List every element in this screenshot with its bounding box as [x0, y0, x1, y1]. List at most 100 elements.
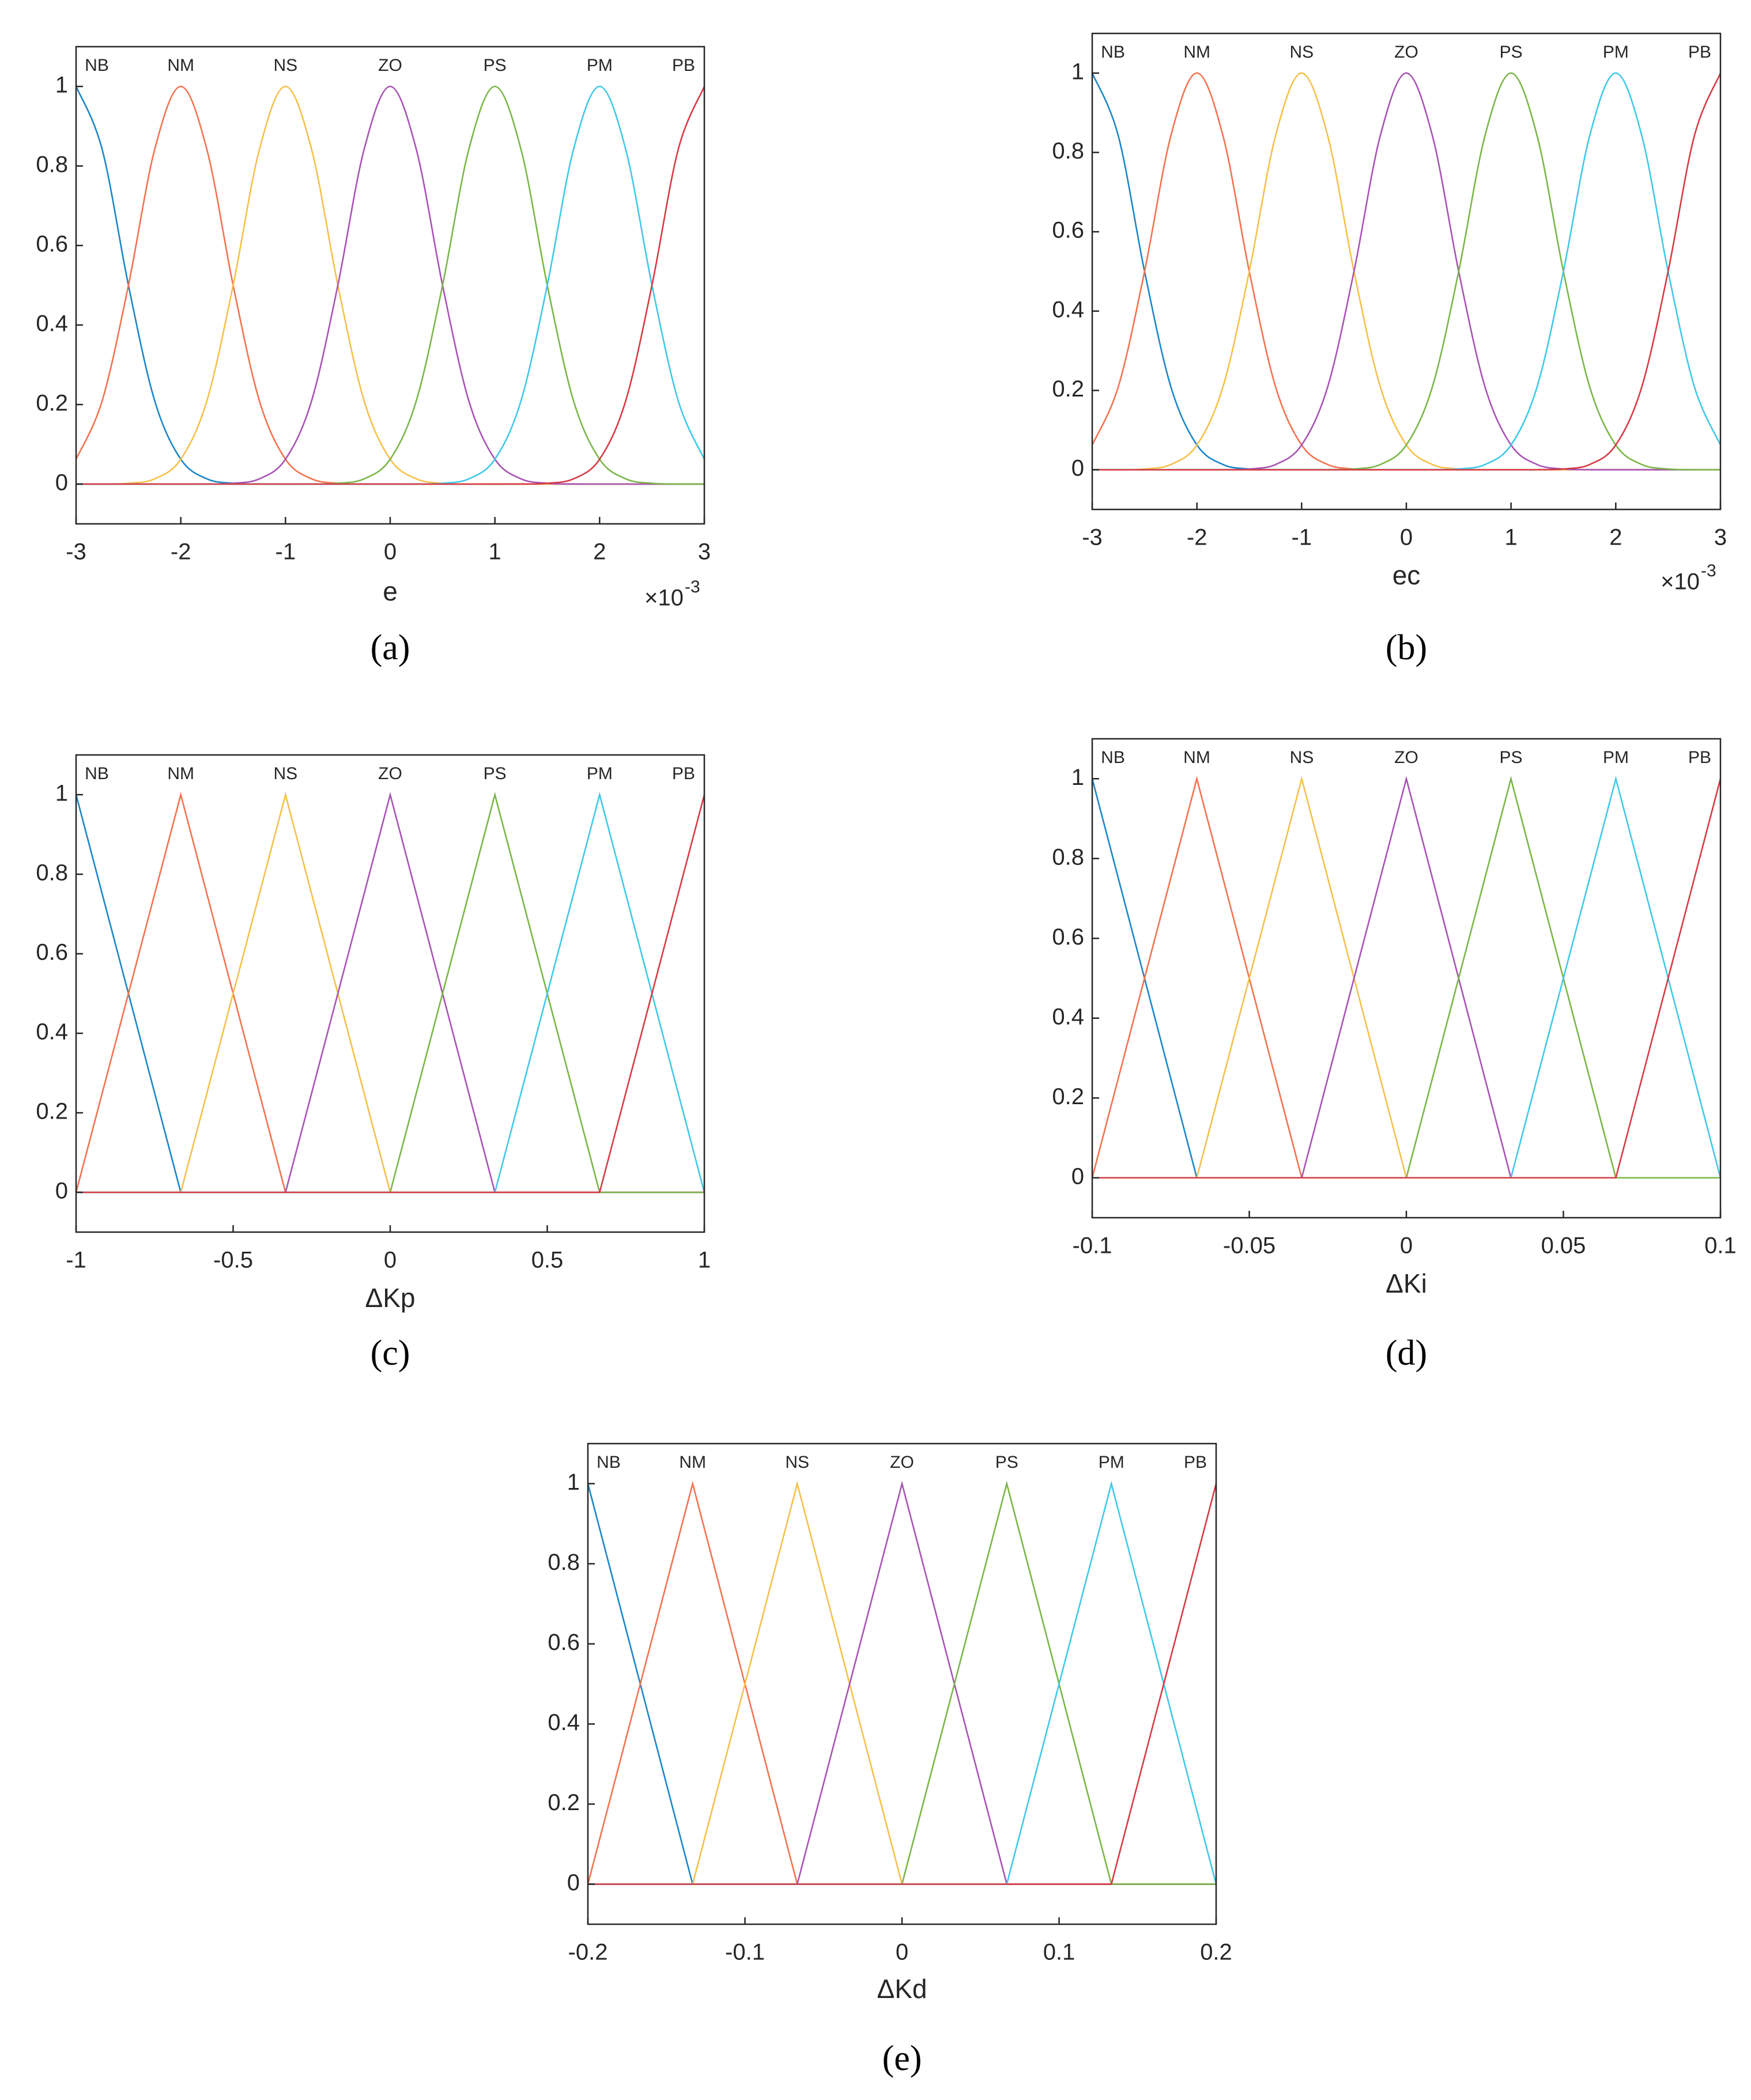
series-label: NS [1289, 43, 1314, 62]
membership-line [587, 1483, 1216, 1885]
x-tick-label: 2 [593, 539, 606, 565]
membership-line [588, 1480, 1216, 1885]
series-label: ZO [890, 1453, 914, 1472]
membership-line [588, 1480, 1216, 1885]
series-label: NM [1183, 43, 1210, 62]
x-tick-label: -0.1 [725, 1940, 765, 1965]
panel-label: (c) [371, 1334, 410, 1373]
membership-line [75, 86, 704, 485]
series-label: NB [597, 1453, 621, 1472]
membership-line [1092, 73, 1722, 471]
membership-line [76, 794, 705, 1193]
series-label: PS [484, 56, 507, 75]
series-label: NS [274, 764, 298, 783]
x-axis-label: e [383, 576, 398, 606]
y-tick-label: 0.4 [548, 1710, 580, 1735]
membership-line [1092, 72, 1721, 471]
x-tick-label: 3 [1714, 525, 1727, 550]
x-tick-label: -0.5 [213, 1248, 253, 1273]
series-label: NM [679, 1453, 706, 1472]
x-tick-label: 3 [698, 539, 711, 565]
membership-line [76, 791, 705, 1193]
series-label: PM [1099, 1453, 1124, 1472]
y-tick-label: 0.4 [36, 311, 68, 337]
y-tick-label: 1 [567, 1470, 580, 1495]
x-tick-label: 0.5 [531, 1248, 564, 1273]
membership-line [76, 85, 705, 485]
x-tick-label: 0.05 [1541, 1233, 1586, 1259]
series-label: PB [672, 56, 695, 75]
y-tick-label: 1 [1071, 765, 1084, 790]
membership-line [1092, 778, 1722, 1179]
x-tick-label: 0.1 [1043, 1940, 1075, 1965]
y-tick-label: 0.8 [36, 152, 68, 177]
series-label: ZO [1394, 43, 1418, 62]
membership-line [1092, 776, 1720, 1179]
y-tick-label: 0.2 [36, 391, 68, 416]
y-tick-label: 0.2 [1052, 376, 1084, 402]
membership-line [1092, 72, 1722, 471]
panel-label: (d) [1386, 1334, 1427, 1373]
membership-line [76, 791, 704, 1193]
plot-frame [1091, 32, 1722, 511]
membership-line [588, 1480, 1216, 1885]
membership-line [587, 1480, 1216, 1885]
x-tick-label: 0 [896, 1940, 908, 1965]
y-tick-label: 0.8 [1052, 844, 1084, 870]
panel-label: (a) [371, 628, 410, 667]
x-tick-label: 0.2 [1200, 1940, 1232, 1965]
membership-line [1092, 72, 1720, 471]
x-tick-label: -2 [1187, 525, 1207, 550]
membership-line [76, 85, 704, 485]
series-label: PB [672, 764, 695, 783]
x-multiplier-exponent: -3 [685, 577, 700, 596]
series-label: NS [785, 1453, 809, 1472]
y-tick-label: 0.6 [1052, 218, 1084, 243]
membership-line [76, 791, 704, 1193]
membership-line [75, 85, 704, 485]
x-tick-label: 1 [698, 1248, 711, 1273]
plot-frame [75, 46, 705, 525]
series-label: PB [1688, 748, 1711, 767]
membership-line [1092, 776, 1722, 1179]
chart-panel: NB NM NS ZO PS PM PB 0 0.2 0.4 0.6 0.8 1 -0.2 -0.1 0 0.1… [548, 1442, 1232, 2078]
chart-panel: NB NM NS ZO PS PM PB 0 0.2 0.4 0.6 0.8 1 -3 -2 -1 0 1 2 3 e ×… [36, 46, 711, 667]
y-tick-label: 0.6 [548, 1630, 580, 1655]
series-label: NS [1290, 748, 1314, 767]
membership-line [75, 794, 704, 1193]
panel-label: (b) [1386, 628, 1427, 667]
x-tick-label: 0.1 [1704, 1233, 1737, 1259]
membership-line [76, 85, 705, 485]
membership-line [1091, 776, 1720, 1179]
series-label: NM [167, 56, 194, 75]
x-multiplier-exponent: -3 [1701, 561, 1716, 580]
x-tick-label: 0 [384, 1248, 397, 1273]
series-label: PM [1603, 748, 1629, 767]
y-tick-label: 0 [55, 1179, 68, 1204]
x-tick-label: 2 [1609, 525, 1622, 550]
x-tick-label: -1 [1292, 525, 1312, 550]
series-label: NB [85, 764, 109, 783]
y-tick-label: 1 [55, 73, 68, 98]
y-tick-label: 0.8 [1052, 138, 1084, 164]
x-axis-label: ΔKd [877, 1974, 927, 2004]
y-tick-label: 0.4 [1052, 297, 1084, 322]
x-tick-label: -0.2 [568, 1940, 608, 1965]
chart-panel: NB NM NS ZO PS PM PB 0 0.2 0.4 0.6 0.8 1 -1 -0.5 0 0.5 1 Δ… [36, 754, 711, 1373]
membership-line [76, 85, 704, 485]
y-tick-label: 0.6 [36, 232, 68, 257]
y-tick-label: 1 [1071, 59, 1084, 84]
x-tick-label: 0 [1400, 525, 1413, 550]
plot-frame [75, 754, 705, 1233]
series-label: PS [484, 764, 507, 783]
x-tick-label: -2 [171, 539, 191, 565]
x-tick-label: 0 [1400, 1233, 1413, 1259]
y-tick-label: 0.8 [548, 1550, 580, 1575]
series-label: NB [85, 56, 109, 75]
membership-line [588, 1483, 1217, 1885]
x-tick-label: 0 [384, 539, 397, 565]
series-label: PM [587, 764, 613, 783]
chart-panel: NB NM NS ZO PS PM PB 0 0.2 0.4 0.6 0.8 1 -0.1 -0.05 0 0.… [1052, 738, 1737, 1373]
